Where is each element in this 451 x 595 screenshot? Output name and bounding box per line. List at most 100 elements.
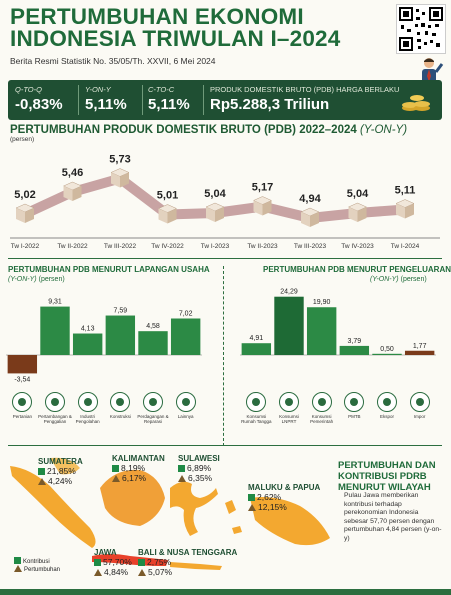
bar [372, 353, 402, 355]
region-name: SUMATERA [38, 457, 83, 466]
bar-value-label: 1,77 [413, 343, 427, 350]
gdp-category-label: Tw IV-2023 [341, 243, 374, 250]
region-contrib: 57,70% [94, 557, 132, 567]
bar-value-label: 4,13 [81, 326, 95, 333]
kpi-qtoq-value: -0,83% [15, 96, 63, 113]
region-growth: 6,17% [112, 473, 165, 483]
expend-sub-text: (Y-ON-Y) [370, 276, 399, 283]
footer-bar [0, 589, 451, 595]
category-label: Impor [413, 414, 426, 419]
region-label: SUMATERA 21,85% 4,24% [38, 457, 83, 486]
gdp-category-label: Tw II-2022 [57, 243, 88, 250]
category-label: Konsumsi LNPRT [279, 414, 299, 424]
region-growth: 5,07% [138, 567, 237, 577]
gdp-point [252, 196, 273, 216]
region-name: BALI & NUSA TENGGARA [138, 548, 238, 557]
gdp-category-label: Tw IV-2022 [151, 243, 184, 250]
kpi-yony-label: Y-ON-Y [85, 85, 111, 94]
page-subtitle: Berita Resmi Statistik No. 35/05/Th. XXV… [10, 56, 216, 66]
gdp-category-label: Tw III-2022 [104, 243, 137, 250]
bar [105, 315, 136, 355]
maluku-island [225, 500, 236, 514]
kpi-divider [142, 85, 143, 115]
region-name: JAWA [94, 548, 117, 557]
category-icon [45, 392, 65, 412]
bar-value-label: 7,59 [114, 308, 128, 315]
bar-value-label: 19,90 [313, 299, 331, 306]
bar [339, 345, 370, 355]
region-label: KALIMANTAN 8,19% 6,17% [112, 454, 165, 483]
legend-contrib-label: Kontribusi [23, 559, 50, 565]
gdp-line-chart: 5,02 Tw I-2022 5,46 Tw II-2022 5,73 Tw III-20… [10, 154, 440, 250]
papua-island [250, 497, 330, 546]
qr-code-icon[interactable] [396, 4, 446, 54]
indonesia-map [10, 457, 330, 570]
gdp-value-label: 5,73 [109, 154, 130, 166]
region-contrib: 21,85% [38, 466, 83, 476]
category-label: Pertambangan & Penggalian [38, 414, 72, 424]
maluku-island-2 [232, 526, 242, 534]
kpi-bar: Q-TO-Q -0,83% Y-ON-Y 5,11% C-TO-C 5,11% … [8, 80, 442, 120]
category-icon [143, 392, 163, 412]
gdp-value-label: 5,17 [252, 182, 273, 194]
sector-bar-chart: -3,54 9,31 4,13 7,59 4,58 7,02 [6, 299, 202, 383]
legend-growth-label: Pertumbuhan [24, 567, 61, 573]
bar [138, 331, 168, 355]
gdp-point [347, 202, 368, 222]
gdp-point [15, 203, 35, 223]
region-contrib: 2,62% [248, 492, 320, 502]
gdp-value-label: 5,01 [157, 190, 178, 202]
kpi-yony: Y-ON-Y 5,11% [85, 85, 127, 113]
bar-value-label: 7,02 [179, 310, 193, 317]
region-label: MALUKU & PAPUA 2,62% 12,15% [248, 483, 320, 512]
bar [72, 333, 103, 355]
kpi-divider [78, 85, 79, 115]
gdp-point [205, 202, 225, 222]
region-contrib: 8,19% [112, 463, 165, 473]
bar [241, 343, 272, 355]
region-growth: 4,24% [38, 476, 83, 486]
gdp-title-italic: (Y-ON-Y) [359, 124, 408, 136]
gdp-point [300, 207, 320, 227]
kpi-ctoc-value: 5,11% [148, 96, 190, 113]
gdp-category-label: Tw III-2023 [294, 243, 327, 250]
sumatera-north [50, 457, 80, 475]
gdp-unit: (persen) [10, 136, 35, 143]
kpi-pdb-value: Rp5.288,3 Triliun [210, 96, 330, 113]
kpi-qtoq-label: Q-TO-Q [15, 85, 42, 94]
category-label: Pertanian [12, 414, 32, 419]
sector-sub: (Y-ON-Y) (persen) [8, 276, 65, 283]
category-icon [175, 392, 196, 412]
category-label: Industri Pengolahan [75, 414, 100, 424]
bar [40, 306, 70, 355]
gdp-point [62, 181, 83, 201]
bar [170, 318, 201, 355]
bar [274, 296, 304, 355]
category-icon [377, 392, 397, 412]
region-name: SULAWESI [178, 454, 220, 463]
region-name: MALUKU & PAPUA [248, 483, 321, 492]
category-icon [279, 392, 299, 412]
category-icon [246, 392, 267, 412]
category-label: Konsumsi Rumah Tangga [241, 414, 272, 424]
category-label: Perdagangan & Reparasi [137, 414, 169, 424]
panel-divider [223, 266, 224, 446]
category-label: Konstruksi [109, 414, 131, 419]
bar [306, 307, 337, 355]
gdp-category-label: Tw I-2023 [201, 243, 230, 250]
bali-nt-islands [170, 562, 222, 570]
bar [7, 355, 38, 374]
legend-contrib-swatch [14, 557, 21, 564]
kpi-divider [203, 85, 204, 115]
title-line-1: PERTUMBUHAN EKONOMI [10, 4, 304, 29]
gdp-value-label: 5,02 [14, 189, 35, 201]
bar-value-label: 9,31 [48, 299, 62, 306]
sulawesi-island [170, 481, 218, 536]
jawa-island [92, 554, 168, 566]
bar-value-label: 4,91 [250, 335, 264, 342]
region-label: BALI & NUSA TENGGARA 2,75% 5,07% [138, 548, 237, 577]
category-icon [77, 392, 98, 412]
category-label: Ekspor [379, 414, 394, 419]
region-contrib: 6,89% [178, 463, 220, 473]
region-contrib: 2,75% [138, 557, 237, 567]
